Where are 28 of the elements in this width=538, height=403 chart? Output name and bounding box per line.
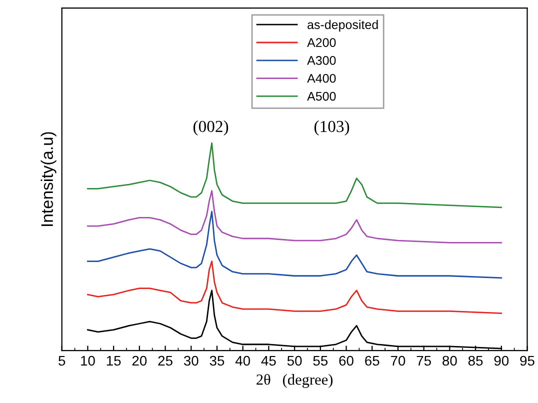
legend-label: A400: [307, 74, 336, 83]
x-tick-label: 5: [58, 356, 66, 366]
x-tick-label: 65: [365, 356, 380, 366]
x-tick-label: 60: [339, 356, 354, 366]
text: (103): [314, 120, 350, 136]
x-axis-title: 2θ (degree): [256, 374, 333, 388]
x-tick-label: 75: [416, 356, 431, 366]
x-tick-label: 55: [313, 356, 328, 366]
x-tick-label: 70: [390, 356, 406, 366]
x-tick-label: 30: [184, 356, 198, 366]
text: (002): [193, 120, 228, 136]
x-tick-label: 10: [81, 356, 95, 366]
x-tick-label: 25: [158, 356, 172, 366]
x-tick-label: 90: [494, 356, 509, 366]
legend-label: A500: [307, 92, 336, 101]
legend-label: A300: [307, 56, 336, 65]
y-axis-title: Intensity(a.u): [40, 132, 56, 226]
x-tick-label: 40: [235, 356, 250, 366]
x-tick-label: 95: [520, 356, 534, 366]
x-tick-label: 20: [132, 356, 147, 366]
x-tick-label: 15: [106, 356, 121, 366]
x-tick-label: 80: [442, 356, 457, 366]
x-tick-label: 85: [468, 356, 483, 366]
x-tick-label: 45: [261, 356, 276, 366]
legend-label: A200: [307, 38, 336, 47]
legend-label: as-deposited: [308, 20, 378, 32]
x-tick-label: 50: [287, 356, 302, 366]
x-tick-label: 35: [210, 356, 224, 366]
